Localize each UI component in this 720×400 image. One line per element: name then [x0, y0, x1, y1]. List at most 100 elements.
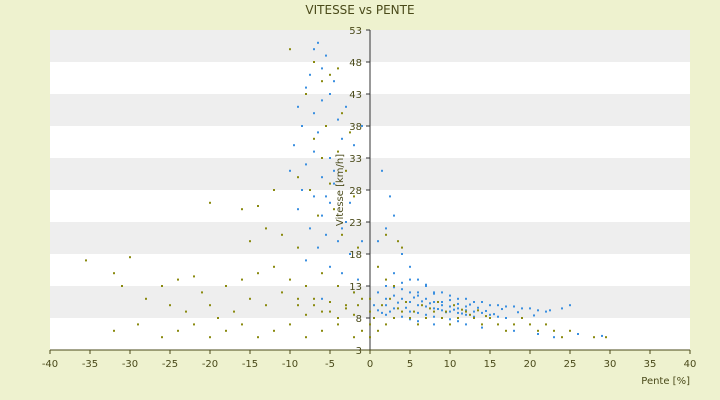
- data-point: [321, 67, 323, 70]
- data-point: [409, 310, 411, 313]
- data-point: [281, 233, 283, 236]
- data-point: [369, 310, 371, 313]
- y-tick-label: 23: [349, 218, 362, 229]
- data-point: [489, 313, 491, 316]
- data-point: [405, 306, 407, 309]
- x-tick-label: -40: [42, 359, 58, 370]
- data-point: [385, 313, 387, 316]
- data-point: [393, 286, 395, 289]
- data-point: [329, 182, 331, 185]
- data-point: [497, 315, 499, 318]
- data-point: [465, 323, 467, 326]
- x-tick-label: -20: [202, 359, 218, 370]
- data-point: [297, 246, 299, 249]
- data-point: [393, 307, 395, 310]
- data-point: [317, 246, 319, 249]
- data-point: [449, 299, 451, 302]
- data-point: [345, 169, 347, 172]
- data-point: [257, 205, 259, 207]
- y-tick-label: 13: [349, 282, 362, 293]
- data-point: [289, 169, 291, 172]
- data-point: [457, 311, 459, 314]
- data-point: [209, 304, 211, 307]
- data-point: [349, 201, 351, 204]
- data-point: [385, 227, 387, 230]
- data-point: [377, 291, 379, 294]
- data-point: [421, 304, 423, 307]
- data-point: [381, 311, 383, 314]
- data-point: [425, 317, 427, 319]
- data-point: [401, 253, 403, 255]
- x-tick-label: 40: [684, 359, 697, 370]
- x-axis: -40 -35 -30 -25 -20 -15 -10 -5 0 5 10 15 20 25 30 35 40: [42, 349, 697, 370]
- data-point: [417, 294, 419, 297]
- data-point: [265, 304, 267, 307]
- x-tick-label: 15: [484, 359, 497, 370]
- data-point: [333, 80, 335, 83]
- data-point: [317, 131, 319, 134]
- data-point: [497, 304, 499, 307]
- y-tick-label: 53: [349, 26, 362, 37]
- data-point: [489, 304, 491, 307]
- data-point: [289, 278, 291, 281]
- data-point: [473, 310, 475, 313]
- data-point: [569, 304, 571, 307]
- data-point: [209, 336, 211, 339]
- data-point: [297, 105, 299, 108]
- data-point: [313, 150, 315, 153]
- data-point: [449, 305, 451, 308]
- data-point: [381, 304, 383, 307]
- y-tick-label: 3: [356, 346, 362, 357]
- data-point: [409, 265, 411, 268]
- y-tick-label: 48: [349, 58, 362, 69]
- data-point: [549, 309, 551, 312]
- data-point: [393, 214, 395, 217]
- x-tick-label: 0: [367, 359, 373, 370]
- data-point: [521, 307, 523, 310]
- data-point: [553, 329, 555, 332]
- data-point: [297, 208, 299, 211]
- data-point: [401, 246, 403, 249]
- data-point: [417, 278, 419, 281]
- data-point: [297, 304, 299, 307]
- data-point: [489, 317, 491, 319]
- data-point: [345, 105, 347, 108]
- data-point: [341, 227, 343, 230]
- data-point: [377, 240, 379, 243]
- data-point: [545, 323, 547, 326]
- data-point: [473, 317, 475, 319]
- data-point: [477, 306, 479, 309]
- data-point: [513, 323, 515, 326]
- data-point: [241, 278, 243, 281]
- data-point: [329, 265, 331, 268]
- data-point: [353, 195, 355, 198]
- data-point: [385, 323, 387, 326]
- data-point: [481, 311, 483, 314]
- data-point: [465, 305, 467, 308]
- data-point: [309, 227, 311, 230]
- data-point: [389, 297, 391, 300]
- data-point: [593, 336, 595, 339]
- data-point: [369, 323, 371, 326]
- data-point: [333, 208, 335, 211]
- data-point: [329, 157, 331, 159]
- data-point: [393, 317, 395, 319]
- data-point: [305, 285, 307, 287]
- data-point: [409, 301, 411, 303]
- data-point: [457, 297, 459, 300]
- data-point: [201, 291, 203, 294]
- data-point: [137, 323, 139, 326]
- data-point: [481, 301, 483, 303]
- data-point: [361, 125, 363, 127]
- data-point: [145, 297, 147, 300]
- data-point: [377, 265, 379, 268]
- data-point: [425, 297, 427, 300]
- data-point: [449, 294, 451, 297]
- x-tick-label: -35: [82, 359, 98, 370]
- data-point: [477, 309, 479, 312]
- x-tick-label: -25: [162, 359, 178, 370]
- data-point: [561, 307, 563, 310]
- data-point: [433, 301, 435, 303]
- data-point: [193, 323, 195, 326]
- data-point: [517, 311, 519, 314]
